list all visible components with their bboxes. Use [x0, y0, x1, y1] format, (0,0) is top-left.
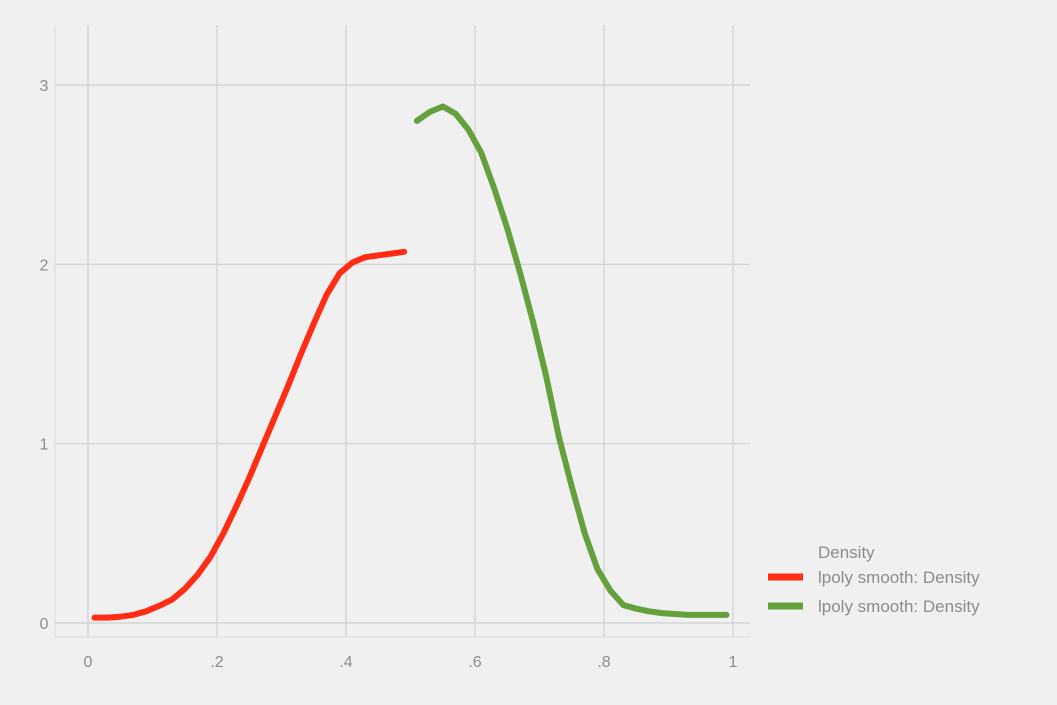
y-tick-label: 2 — [40, 257, 49, 274]
x-tick-label: .4 — [339, 654, 352, 671]
axes — [54, 25, 750, 638]
series-line-1 — [91, 248, 408, 621]
legend: Density lpoly smooth: Density lpoly smoot… — [768, 543, 980, 616]
legend-label-1: lpoly smooth: Density — [818, 568, 980, 587]
x-tick-label: .2 — [210, 654, 223, 671]
grid — [55, 25, 750, 637]
series — [91, 103, 730, 621]
x-tick-label: .8 — [597, 654, 610, 671]
x-tick-label: .6 — [468, 654, 481, 671]
legend-title: Density — [818, 543, 875, 562]
series-line-2 — [413, 103, 730, 618]
legend-label-2: lpoly smooth: Density — [818, 597, 980, 616]
x-tick-label: 1 — [729, 654, 738, 671]
y-tick-label: 0 — [40, 616, 49, 633]
y-tick-label: 3 — [40, 78, 49, 95]
tick-labels: 0 .2 .4 .6 .8 1 0 1 2 3 — [40, 78, 738, 671]
y-tick-label: 1 — [40, 437, 49, 454]
x-tick-label: 0 — [84, 654, 93, 671]
